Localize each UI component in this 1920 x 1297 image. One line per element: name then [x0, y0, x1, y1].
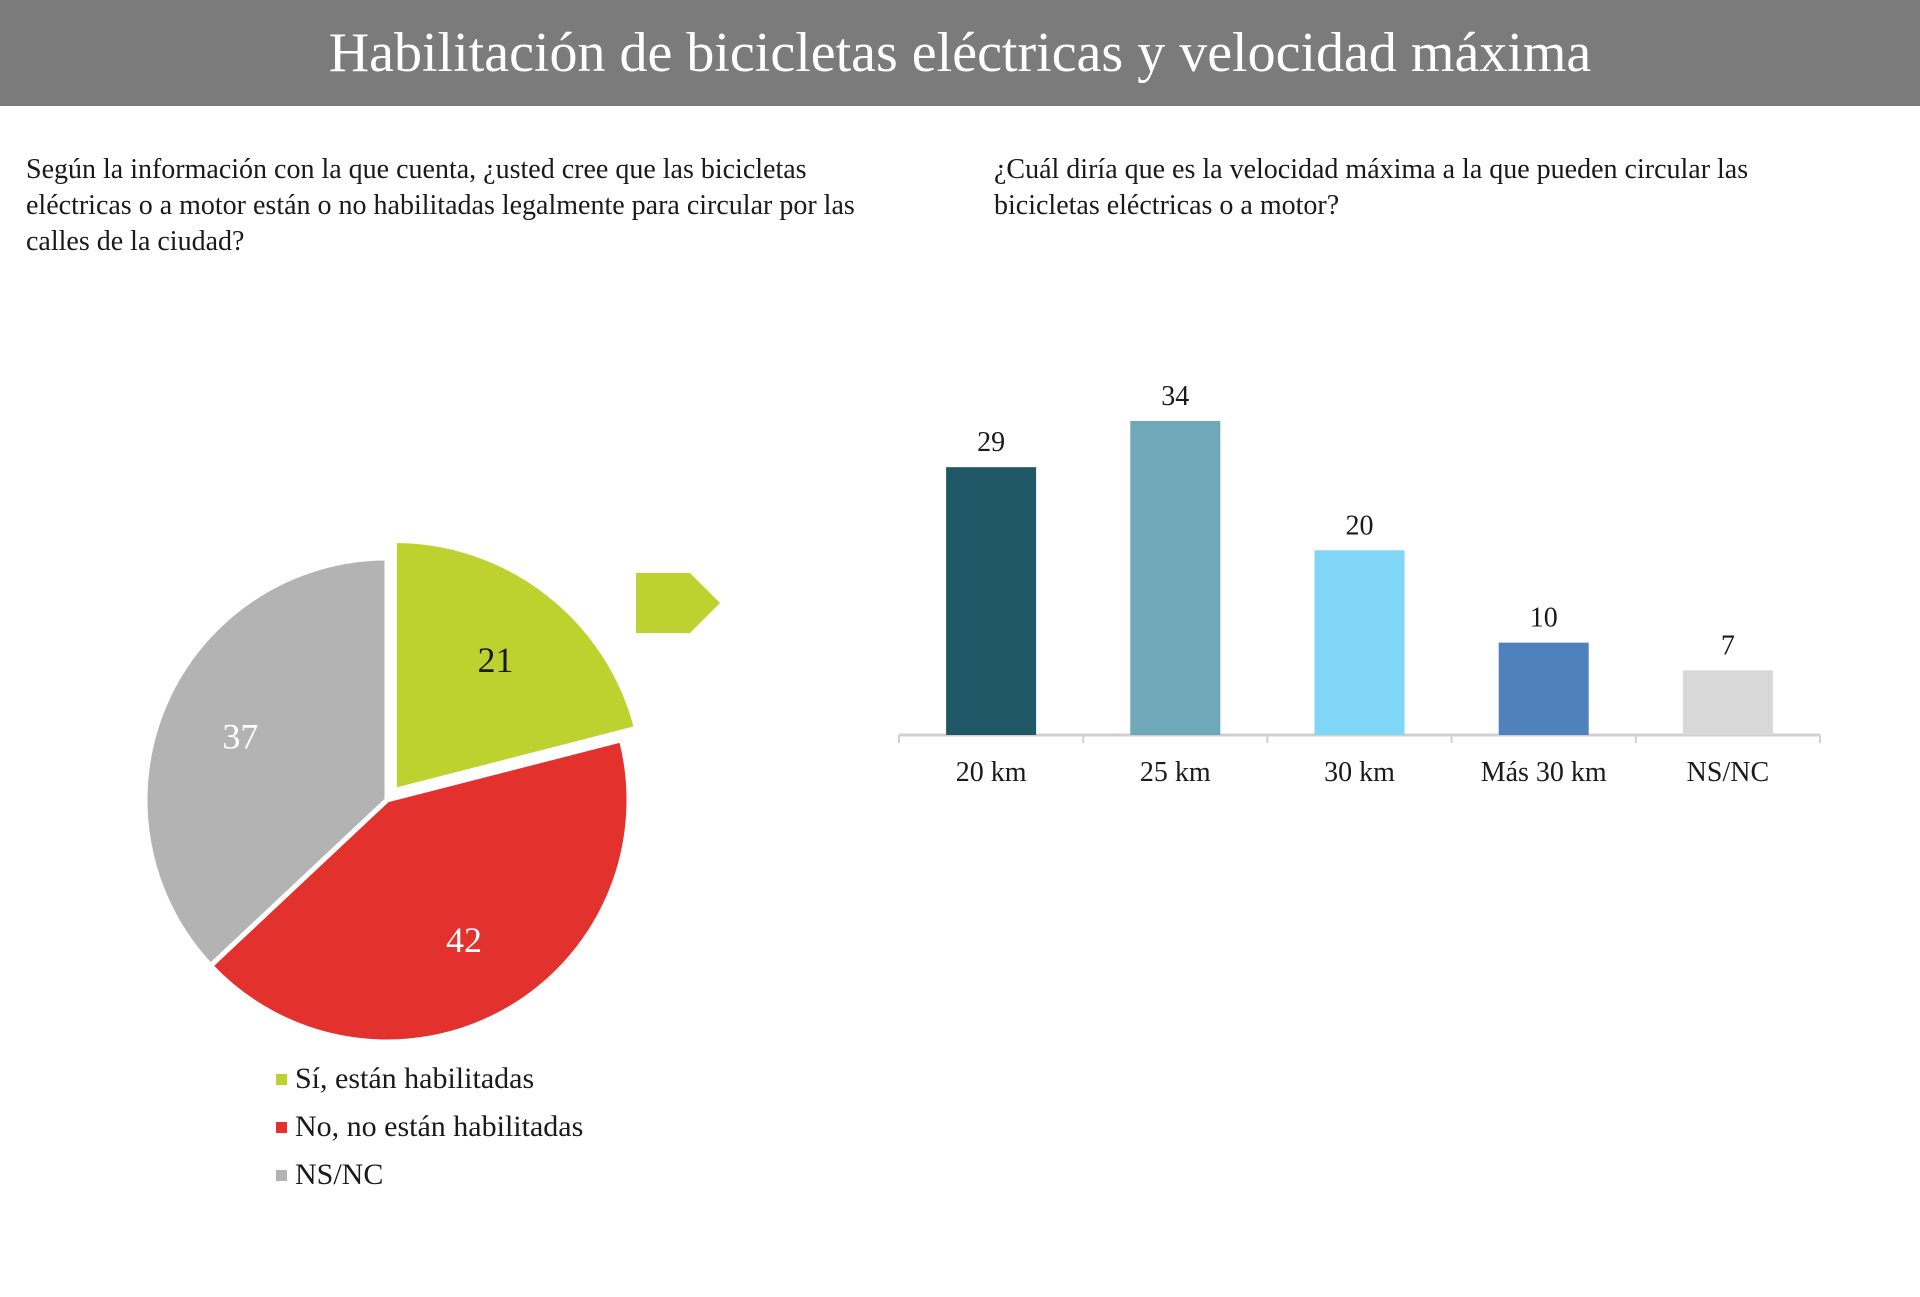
pie-slice-no-no-estan-habilitadas: [208, 737, 632, 1045]
bar: [946, 467, 1037, 735]
x-tick-label: NS/NC: [1687, 757, 1769, 788]
legend-item: Sí, están habilitadas: [276, 1055, 583, 1103]
bar-value-label: 34: [1161, 381, 1189, 412]
legend-swatch: [276, 1121, 287, 1133]
bar-value-label: 10: [1530, 603, 1558, 634]
legend-label: No, no están habilitadas: [295, 1110, 584, 1143]
bar-value-label: 29: [977, 427, 1005, 458]
bar: [1130, 421, 1221, 735]
pie-slice-value-no-no-estan-habilitadas: 42: [446, 920, 482, 960]
pie-legend: Sí, están habilitadas No, no están habili…: [276, 1055, 583, 1199]
bar-chart: 29 20 km 34 25 km 20 30 km 10 Más 30 km 7 NS/NC: [898, 381, 1821, 788]
legend-swatch: [276, 1073, 287, 1085]
pie-slice-si-estan-habilitadas: [391, 538, 640, 794]
bar: [1682, 670, 1773, 735]
pie-question: Según la información con la que cuenta, …: [26, 154, 855, 257]
bar: [1314, 550, 1405, 735]
bar-question: ¿Cuál diría que es la velocidad máxima a…: [994, 154, 1749, 221]
x-tick-label: Más 30 km: [1481, 757, 1607, 788]
bar-value-label: 7: [1721, 630, 1735, 661]
arrow-pointer-icon: [636, 573, 720, 633]
page-title: Habilitación de bicicletas eléctricas y …: [328, 22, 1592, 84]
legend-label: Sí, están habilitadas: [295, 1062, 535, 1095]
pie-slice-value-si-estan-habilitadas: 21: [477, 640, 513, 680]
header-bar: Habilitación de bicicletas eléctricas y …: [0, 0, 1920, 106]
x-tick-label: 25 km: [1140, 757, 1211, 788]
legend-label: NS/NC: [295, 1158, 384, 1191]
bar-value-label: 20: [1346, 510, 1374, 541]
legend-item: NS/NC: [276, 1151, 583, 1199]
x-tick-label: 30 km: [1324, 757, 1395, 788]
legend-swatch: [276, 1169, 287, 1181]
legend-item: No, no están habilitadas: [276, 1103, 583, 1151]
pie-slice-value-ns-nc: 37: [222, 717, 258, 757]
bar: [1498, 642, 1589, 735]
pie-chart: 21 42 37: [142, 538, 640, 1045]
x-tick-label: 20 km: [956, 757, 1027, 788]
pie-slice-ns-nc: [142, 555, 390, 969]
